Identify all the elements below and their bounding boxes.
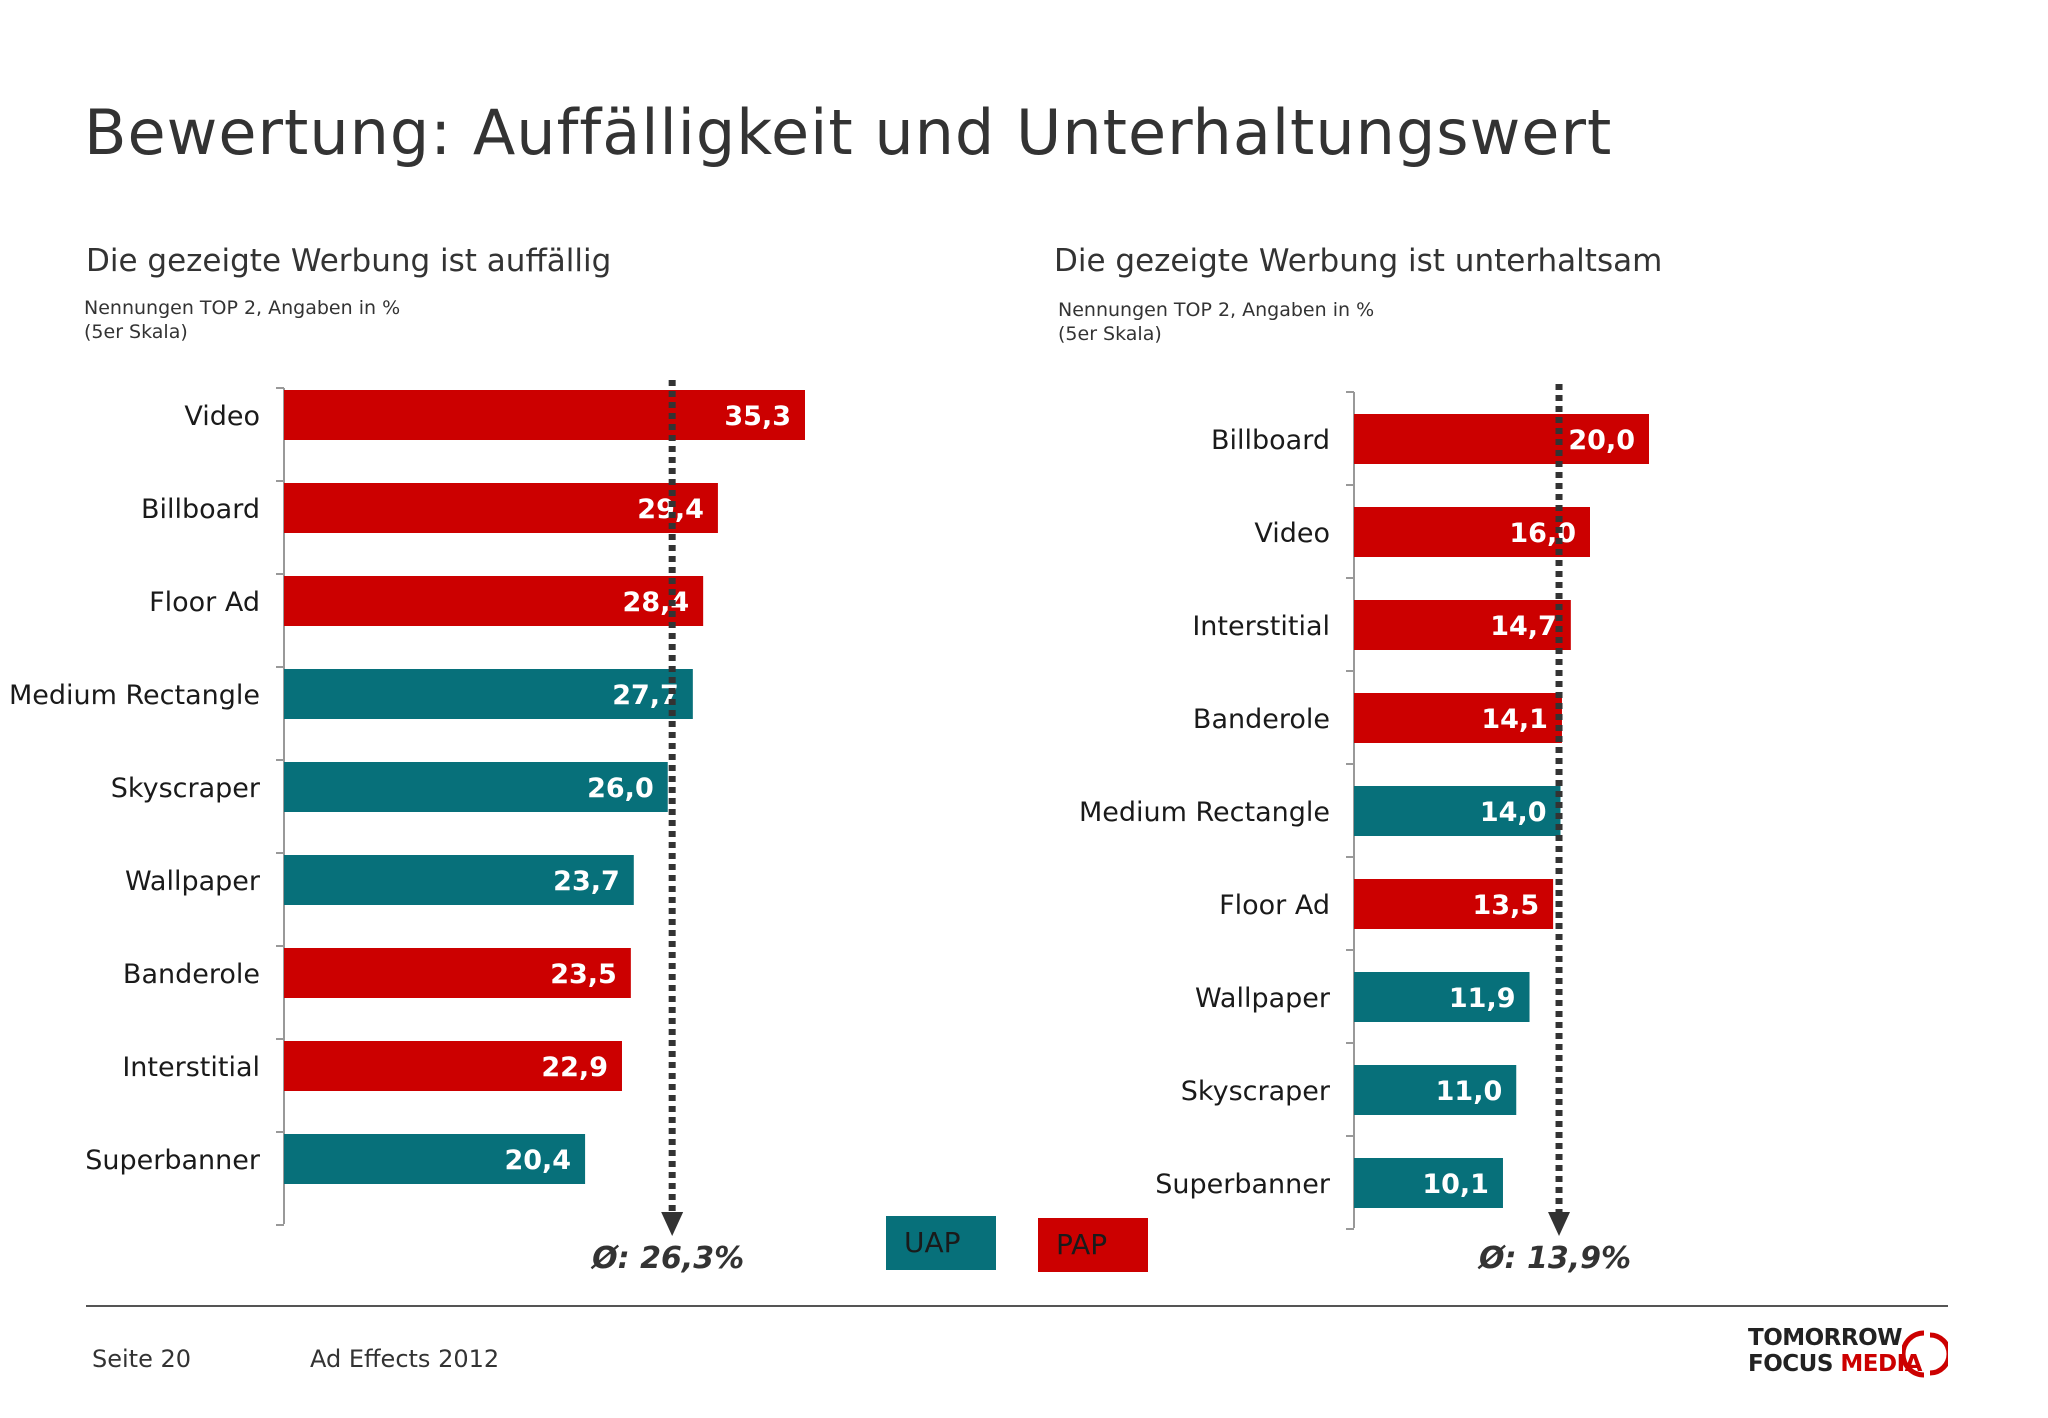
chart-right-category-label: Banderole: [1193, 704, 1330, 735]
logo-focus: FOCUS: [1748, 1351, 1840, 1377]
chart-left-category-label: Billboard: [141, 494, 260, 525]
chart-left-value-label: 26,0: [587, 773, 654, 804]
chart-right-value-label: 14,0: [1480, 797, 1547, 828]
chart-right-category-label: Floor Ad: [1219, 890, 1330, 921]
chart-left-average-arrow: [661, 1212, 683, 1236]
chart-left-value-label: 27,7: [612, 680, 679, 711]
chart-right-category-label: Medium Rectangle: [1079, 797, 1330, 828]
chart-left-average-label: Ø: 26,3%: [590, 1241, 744, 1276]
legend-uap: UAP: [886, 1216, 996, 1270]
chart-right-value-label: 16,0: [1509, 518, 1576, 549]
logo-line2: FOCUS MEDIA: [1748, 1351, 1922, 1377]
chart-left-category-label: Wallpaper: [125, 866, 261, 897]
chart-right-value-label: 20,0: [1568, 425, 1635, 456]
chart-left-category-label: Interstitial: [122, 1052, 260, 1083]
logo-line1: TOMORROW: [1748, 1325, 1902, 1351]
chart-left-category-label: Medium Rectangle: [9, 680, 260, 711]
chart-left-category-label: Video: [184, 401, 260, 432]
chart-right-value-label: 10,1: [1422, 1169, 1489, 1200]
chart-right-value-label: 14,7: [1490, 611, 1557, 642]
chart-right-category-label: Video: [1254, 518, 1330, 549]
chart-left-value-label: 22,9: [541, 1052, 608, 1083]
chart-left-category-label: Banderole: [123, 959, 260, 990]
chart-right-category-label: Skyscraper: [1181, 1076, 1331, 1107]
chart-right-category-label: Interstitial: [1192, 611, 1330, 642]
legend-pap: PAP: [1038, 1218, 1148, 1272]
chart-right-category-label: Wallpaper: [1195, 983, 1331, 1014]
chart-right-category-label: Billboard: [1211, 425, 1330, 456]
legend-pap-label: PAP: [1056, 1228, 1107, 1261]
chart-right-average-label: Ø: 13,9%: [1477, 1241, 1631, 1276]
logo-ring-icon: [1902, 1329, 1948, 1379]
chart-left-value-label: 20,4: [504, 1145, 571, 1176]
chart-right-value-label: 11,9: [1449, 983, 1516, 1014]
tomorrow-focus-media-logo: TOMORROW FOCUS MEDIA: [1748, 1325, 1958, 1385]
chart-right-category-label: Superbanner: [1155, 1169, 1331, 1200]
chart-left-value-label: 29,4: [637, 494, 704, 525]
chart-right-value-label: 11,0: [1436, 1076, 1503, 1107]
footer-page-number: Seite 20: [92, 1345, 191, 1373]
bar-charts: Video 35,3 Billboard 29,4 Floor Ad 28,4 Medium…: [0, 0, 2048, 1418]
chart-left-value-label: 28,4: [623, 587, 690, 618]
chart-right-value-label: 14,1: [1481, 704, 1548, 735]
chart-left-category-label: Floor Ad: [149, 587, 260, 618]
footer-study-name: Ad Effects 2012: [310, 1345, 499, 1373]
chart-left-category-label: Skyscraper: [111, 773, 261, 804]
chart-left-value-label: 35,3: [724, 401, 791, 432]
chart-right-value-label: 13,5: [1473, 890, 1540, 921]
legend-uap-label: UAP: [904, 1226, 961, 1259]
chart-right-average-arrow: [1548, 1212, 1570, 1236]
chart-left-value-label: 23,7: [553, 866, 620, 897]
chart-left-value-label: 23,5: [550, 959, 617, 990]
footer-divider: [86, 1305, 1948, 1307]
chart-left-category-label: Superbanner: [85, 1145, 261, 1176]
